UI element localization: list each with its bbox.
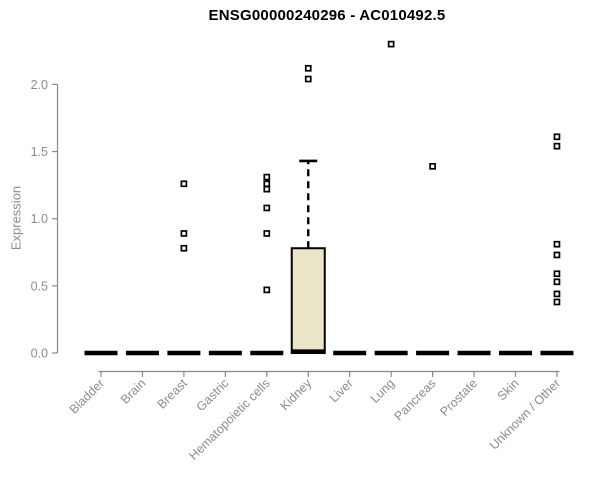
chart-title: ENSG00000240296 - AC010492.5 bbox=[208, 7, 446, 24]
outlier-point bbox=[180, 230, 188, 237]
outlier-point bbox=[263, 185, 271, 193]
boxplot-kidney bbox=[290, 64, 326, 354]
x-category-label: Unknown / Other bbox=[487, 376, 563, 452]
y-tick-label: 0.5 bbox=[31, 279, 48, 293]
x-category-label: Skin bbox=[495, 376, 522, 403]
x-category-label: Hematopoietic cells bbox=[186, 376, 273, 463]
x-category-label: Gastric bbox=[194, 376, 232, 414]
x-category-label: Lung bbox=[368, 376, 398, 406]
outlier-point bbox=[553, 290, 561, 298]
boxplot-breast bbox=[167, 180, 201, 356]
outlier-point bbox=[553, 142, 561, 150]
outlier-point bbox=[387, 40, 395, 48]
outlier-point bbox=[180, 180, 188, 188]
y-axis: 0.0 0.5 1.0 1.5 2.0 bbox=[31, 78, 59, 361]
outlier-point bbox=[553, 298, 561, 306]
x-category-label: Breast bbox=[155, 376, 191, 412]
boxplot-pancreas bbox=[416, 162, 450, 356]
outlier-point bbox=[553, 133, 561, 141]
outlier-point bbox=[263, 204, 271, 212]
x-category-label: Liver bbox=[327, 376, 356, 405]
y-tick-label: 1.0 bbox=[31, 212, 48, 226]
boxplot-unknown-other bbox=[540, 133, 574, 356]
outlier-point bbox=[553, 278, 561, 286]
outlier-point bbox=[304, 64, 312, 72]
outlier-point bbox=[304, 75, 312, 83]
outlier-point bbox=[263, 173, 271, 181]
outlier-point bbox=[553, 240, 561, 248]
outlier-point bbox=[263, 286, 271, 294]
x-category-label: Bladder bbox=[67, 376, 107, 416]
boxplot-lung bbox=[374, 40, 408, 356]
y-tick-label: 0.0 bbox=[31, 347, 48, 361]
y-tick-label: 1.5 bbox=[31, 145, 48, 159]
outlier-point bbox=[263, 230, 271, 237]
outlier-point bbox=[429, 162, 436, 170]
x-category-label: Pancreas bbox=[391, 376, 438, 423]
y-tick-label: 2.0 bbox=[31, 78, 48, 92]
x-category-label: Brain bbox=[118, 376, 149, 407]
outlier-point bbox=[553, 270, 561, 278]
outlier-point bbox=[553, 251, 561, 259]
x-category-label: Prostate bbox=[437, 376, 480, 419]
outlier-point bbox=[263, 180, 271, 188]
x-category-label: Kidney bbox=[277, 376, 314, 413]
outlier-point bbox=[180, 244, 188, 252]
boxplot-hematopoietic-cells bbox=[250, 173, 284, 356]
iqr-box bbox=[290, 247, 326, 354]
